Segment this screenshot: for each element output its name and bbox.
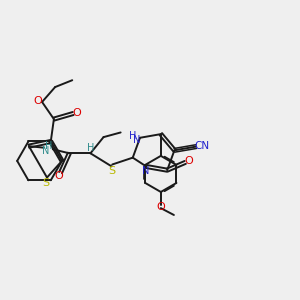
- Text: O: O: [72, 108, 81, 118]
- Text: H: H: [130, 131, 137, 141]
- Text: N: N: [142, 167, 149, 176]
- Text: O: O: [33, 96, 42, 106]
- Text: S: S: [42, 178, 49, 188]
- Text: H: H: [45, 141, 53, 151]
- Text: H: H: [87, 143, 94, 153]
- Text: N: N: [133, 135, 141, 145]
- Text: S: S: [109, 166, 116, 176]
- Text: CN: CN: [195, 141, 210, 151]
- Text: O: O: [156, 202, 165, 212]
- Text: O: O: [55, 171, 63, 181]
- Text: N: N: [42, 146, 49, 155]
- Text: O: O: [184, 156, 193, 166]
